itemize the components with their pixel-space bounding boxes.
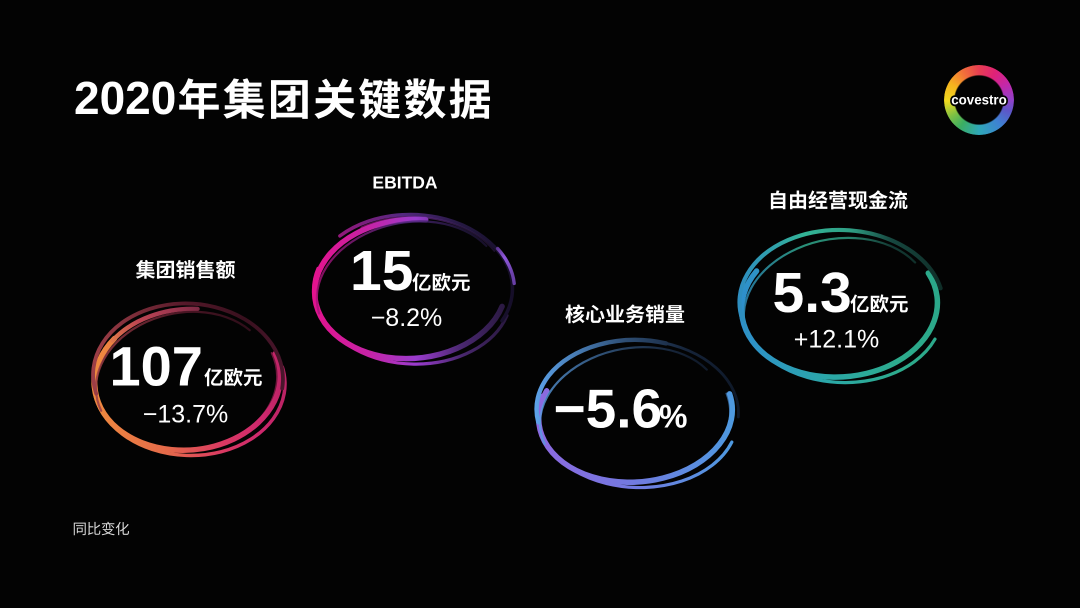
- svg-text:−8.2%: −8.2%: [371, 304, 443, 332]
- svg-text:covestro: covestro: [951, 92, 1007, 108]
- svg-text:15: 15: [350, 239, 413, 303]
- svg-text:+12.1%: +12.1%: [794, 326, 880, 354]
- svg-text:EBITDA: EBITDA: [372, 173, 438, 193]
- svg-text:%: %: [659, 399, 687, 435]
- svg-text:2020: 2020: [74, 72, 176, 124]
- svg-text:107: 107: [110, 335, 203, 398]
- svg-text:−5.6: −5.6: [554, 378, 663, 440]
- svg-text:5.3: 5.3: [773, 261, 852, 325]
- svg-text:−13.7%: −13.7%: [143, 401, 229, 429]
